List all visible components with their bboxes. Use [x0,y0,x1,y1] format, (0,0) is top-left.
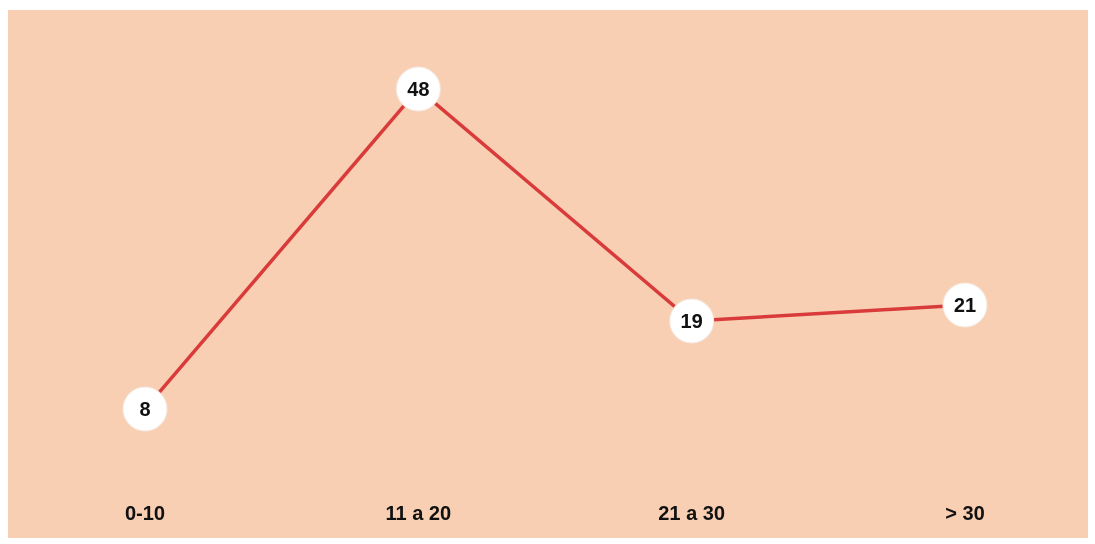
data-point-group: 8 48 19 21 [122,66,988,432]
data-point-label: 48 [407,79,429,101]
data-point-marker [669,298,715,344]
data-point-marker [395,66,441,112]
chart-background [8,10,1088,538]
series-line-group [143,87,966,411]
data-point-marker [942,282,988,328]
x-tick-label: 0-10 [125,503,165,525]
x-axis-labels: 0-10 11 a 20 21 a 30 > 30 [125,503,985,525]
data-point-marker [122,386,168,432]
x-tick-label: 11 a 20 [386,503,452,525]
data-point-label: 21 [954,295,976,317]
data-point-label: 19 [681,311,703,333]
series-line [143,87,966,411]
x-tick-label: 21 a 30 [658,503,725,525]
x-tick-label: > 30 [945,503,984,525]
data-point-label: 8 [139,399,150,421]
